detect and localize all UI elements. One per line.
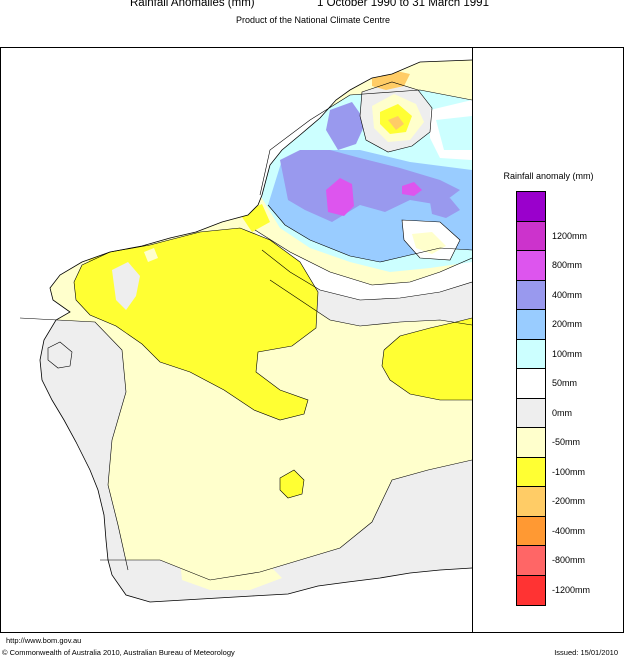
legend-label: -1200mm — [552, 584, 591, 595]
legend-label: -50mm — [552, 437, 581, 447]
issued-date: Issued: 15/01/2010 — [554, 648, 618, 657]
map-title: Rainfall Anomalies (mm) 1 October 1990 t… — [0, 0, 626, 14]
zone-100mm-east-kimberley — [436, 116, 472, 150]
legend-swatch — [516, 397, 546, 429]
zone-neg200-kimberley — [388, 116, 404, 130]
zone-400mm — [280, 150, 460, 222]
legend-label: 50mm — [552, 378, 578, 388]
zone-800mm-b — [402, 182, 422, 196]
legend-label: 1200mm — [552, 230, 588, 241]
legend-label: 200mm — [552, 319, 583, 329]
title-text: Rainfall Anomalies (mm) — [130, 0, 255, 9]
legend-swatch — [516, 574, 546, 606]
legend-swatch — [516, 279, 546, 311]
legend-label: -800mm — [552, 555, 586, 565]
legend-title: Rainfall anomaly (mm) — [503, 171, 594, 181]
legend-swatch — [516, 486, 546, 517]
legend-swatch — [516, 545, 546, 576]
legend-swatch — [516, 220, 546, 252]
rainfall-anomaly-map — [19, 59, 472, 603]
legend-swatch — [516, 250, 546, 281]
legend-swatch — [516, 309, 546, 340]
legend-swatch — [516, 456, 546, 488]
zone-neg50-hole-b — [144, 248, 158, 262]
map-frame — [0, 47, 624, 633]
legend-swatch — [516, 191, 546, 222]
zone-0mm-west — [40, 318, 128, 602]
zone-400mm-e — [430, 198, 460, 218]
legend-label: -100mm — [552, 466, 586, 477]
legend-label: -400mm — [552, 525, 586, 536]
legend-label: -200mm — [552, 496, 586, 506]
zone-neg100-east — [382, 318, 472, 400]
zone-neg100-small — [280, 470, 304, 498]
legend-swatch — [516, 368, 546, 399]
legend-label: 800mm — [552, 260, 583, 270]
legend-label: 400mm — [552, 289, 583, 300]
legend-label: 100mm — [552, 348, 583, 359]
legend-swatch — [516, 427, 546, 458]
legend-swatch — [516, 338, 546, 370]
source-url[interactable]: http://www.bom.gov.au — [6, 636, 82, 645]
legend-label: 0mm — [552, 407, 572, 418]
zone-neg50-south-lobe — [180, 555, 282, 590]
contour-lines — [19, 81, 472, 581]
zone-400mm-nw — [326, 102, 366, 150]
period-text: 1 October 1990 to 31 March 1991 — [317, 0, 489, 9]
zone-neg50-hole-a — [112, 262, 140, 310]
legend-divider — [472, 47, 473, 633]
legend-swatch — [516, 515, 546, 547]
zone-800mm-a — [326, 178, 354, 216]
subtitle: Product of the National Climate Centre — [235, 15, 391, 25]
copyright-text: © Commonwealth of Australia 2010, Austra… — [2, 648, 235, 657]
